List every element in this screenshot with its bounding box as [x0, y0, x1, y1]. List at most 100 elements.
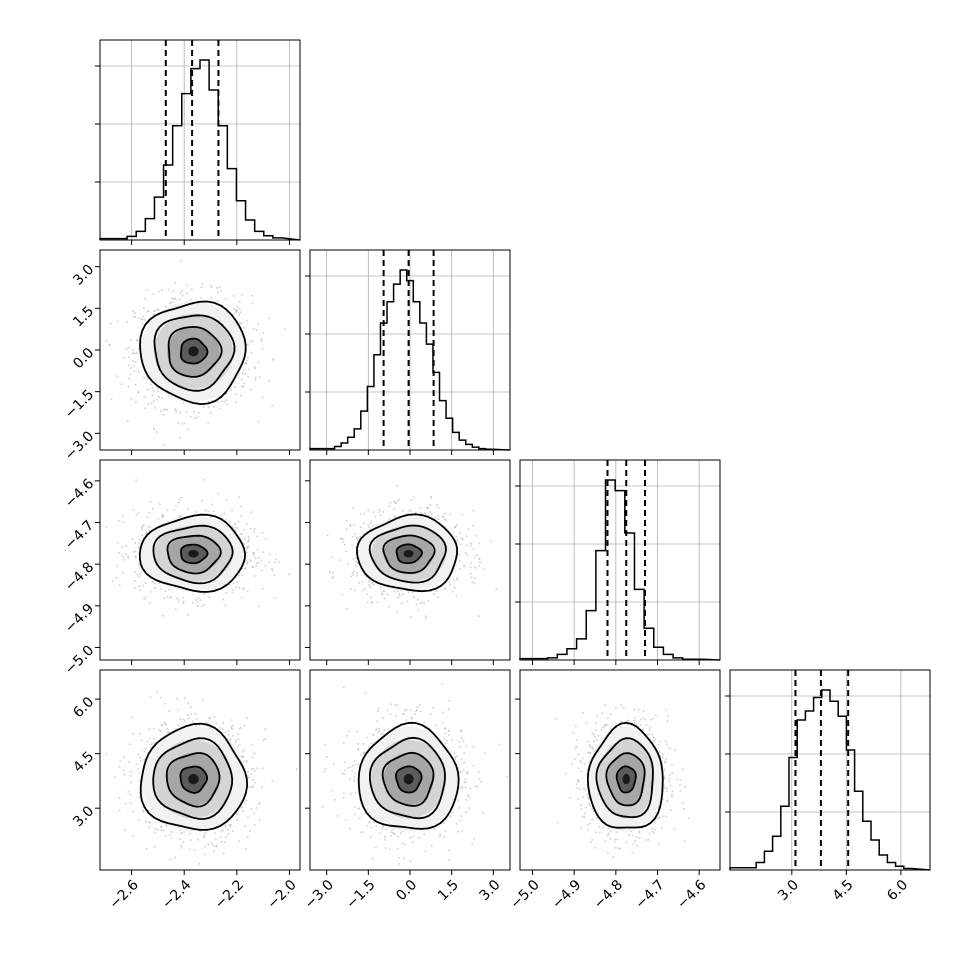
- y-tick-label: 0.0: [70, 345, 97, 372]
- sample-point: [442, 515, 445, 518]
- sample-point: [246, 562, 249, 565]
- sample-point: [382, 510, 385, 513]
- sample-point: [177, 422, 180, 425]
- sample-point: [187, 507, 190, 510]
- sample-point: [425, 615, 428, 618]
- sample-point: [325, 756, 328, 758]
- sample-point: [178, 498, 181, 501]
- sample-point: [148, 737, 151, 740]
- sample-point: [133, 580, 136, 582]
- sample-point: [268, 553, 271, 556]
- sample-point: [251, 767, 254, 770]
- sample-point: [354, 546, 357, 549]
- sample-point: [114, 776, 117, 779]
- sample-point: [463, 564, 466, 567]
- sample-point: [247, 535, 250, 538]
- sample-point: [179, 260, 182, 263]
- sample-point: [271, 569, 274, 572]
- sample-point: [242, 749, 245, 752]
- sample-point: [258, 801, 261, 804]
- y-tick-label: 6.0: [70, 694, 97, 721]
- sample-point: [182, 600, 185, 603]
- sample-point: [196, 600, 199, 603]
- sample-point: [444, 587, 447, 590]
- sample-point: [208, 727, 211, 730]
- sample-point: [478, 557, 480, 560]
- sample-point: [244, 373, 247, 376]
- sample-point: [118, 584, 121, 587]
- sample-point: [237, 733, 240, 736]
- sample-point: [200, 286, 203, 289]
- sample-point: [239, 533, 242, 536]
- sample-point: [141, 528, 143, 531]
- sample-point: [149, 695, 152, 698]
- sample-point: [236, 305, 239, 308]
- panel-2-0: −5.0−4.9−4.8−4.7−4.6: [62, 459, 301, 678]
- sample-point: [138, 585, 141, 588]
- sample-point: [138, 575, 140, 578]
- sample-point: [352, 558, 355, 560]
- sample-point: [461, 513, 464, 516]
- sample-point: [389, 501, 392, 504]
- sample-point: [142, 810, 144, 813]
- sample-point: [105, 526, 108, 529]
- sample-point: [251, 756, 254, 759]
- sample-point: [152, 428, 155, 430]
- sample-point: [243, 537, 246, 540]
- x-tick-label: −2.4: [159, 877, 194, 912]
- sample-point: [178, 838, 181, 841]
- panel-2-2: [515, 459, 721, 665]
- sample-point: [372, 511, 375, 513]
- sample-point: [238, 743, 241, 746]
- sample-point: [190, 839, 193, 841]
- sample-point: [416, 598, 419, 601]
- sample-point: [436, 514, 439, 517]
- sample-point: [235, 813, 238, 816]
- sample-point: [219, 726, 222, 729]
- sample-point: [237, 738, 240, 741]
- sample-point: [120, 554, 123, 557]
- sample-point: [243, 801, 246, 804]
- sample-point: [147, 525, 150, 528]
- sample-point: [472, 524, 475, 527]
- axes-frame: [99, 249, 301, 451]
- sample-point: [239, 322, 242, 325]
- sample-point: [474, 577, 477, 580]
- sample-point: [331, 571, 334, 574]
- sample-point: [350, 575, 353, 578]
- sample-point: [258, 818, 261, 821]
- sample-point: [141, 534, 144, 537]
- sample-point: [212, 850, 215, 853]
- sample-point: [126, 321, 129, 323]
- histogram-0: [99, 59, 301, 241]
- sample-point: [414, 511, 417, 514]
- sample-point: [111, 580, 114, 583]
- sample-point: [473, 556, 476, 559]
- density-level: [188, 550, 199, 558]
- sample-point: [129, 373, 132, 376]
- sample-point: [255, 564, 258, 567]
- sample-point: [424, 617, 427, 620]
- sample-point: [127, 556, 130, 559]
- sample-point: [159, 587, 162, 590]
- sample-point: [451, 590, 454, 593]
- sample-point: [461, 537, 463, 539]
- sample-point: [221, 400, 224, 403]
- sample-point: [393, 501, 396, 504]
- sample-point: [131, 537, 134, 540]
- sample-point: [458, 559, 461, 562]
- sample-point: [473, 582, 476, 585]
- sample-point: [396, 499, 399, 502]
- sample-point: [137, 370, 140, 373]
- sample-point: [240, 574, 243, 577]
- sample-point: [160, 410, 163, 413]
- sample-point: [132, 810, 135, 813]
- sample-point: [361, 589, 364, 592]
- sample-point: [257, 361, 260, 364]
- sample-point: [221, 829, 224, 831]
- sample-point: [181, 294, 184, 297]
- sample-point: [252, 566, 255, 568]
- sample-point: [379, 514, 382, 517]
- sample-point: [228, 823, 231, 826]
- sample-point: [133, 370, 136, 372]
